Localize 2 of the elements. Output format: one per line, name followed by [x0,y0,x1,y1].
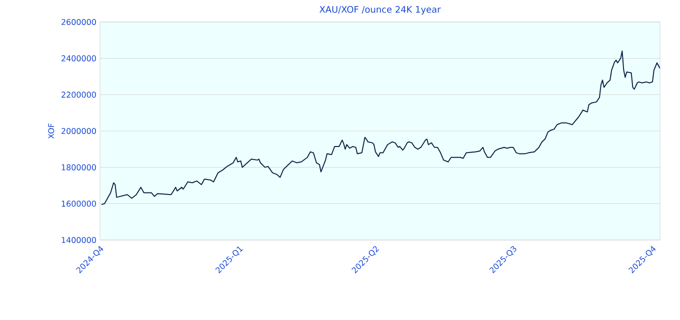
line-series [101,50,660,206]
chart-title: XAU/XOF /ounce 24K 1year [320,6,441,14]
